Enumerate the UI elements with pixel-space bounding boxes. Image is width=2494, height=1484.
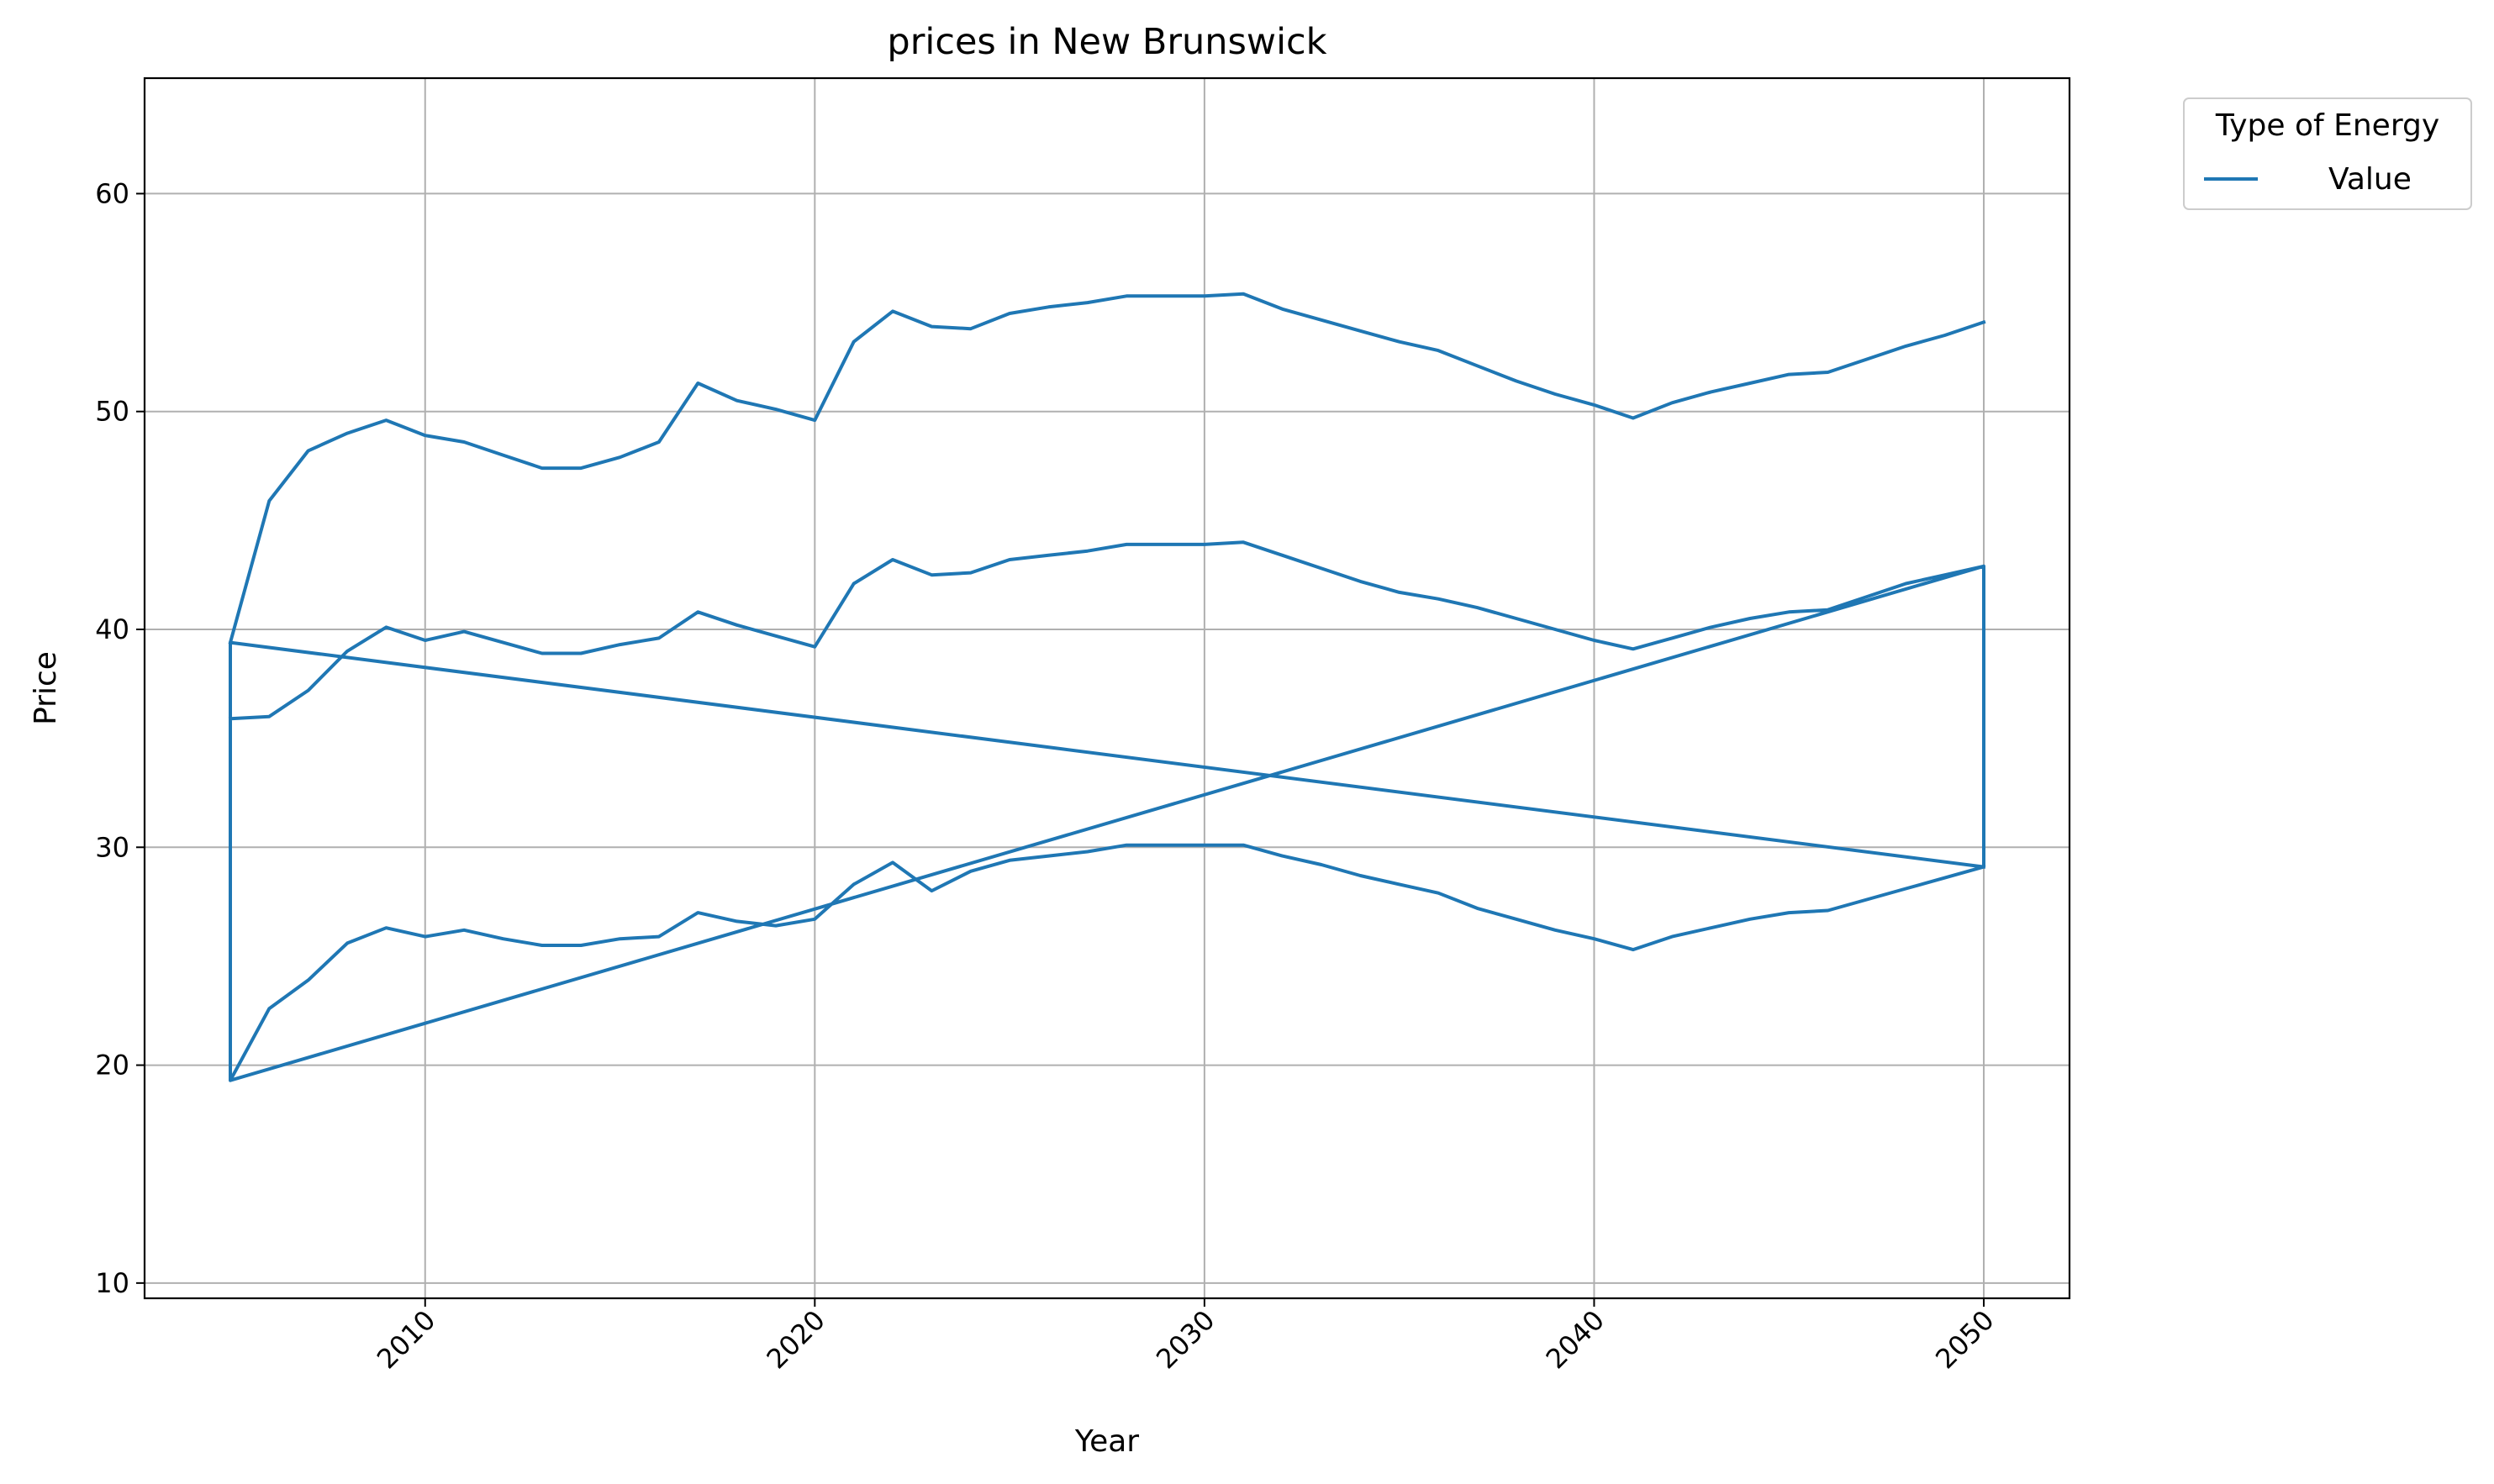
legend: Type of Energy Value — [2183, 97, 2472, 210]
chart-title: prices in New Brunswick — [887, 21, 1326, 63]
x-axis-label: Year — [1074, 1424, 1139, 1459]
y-tick-label: 60 — [95, 177, 129, 209]
y-tick-label: 30 — [95, 831, 129, 863]
y-tick-label: 40 — [95, 613, 129, 645]
legend-box — [2183, 97, 2472, 210]
y-tick-label: 50 — [95, 396, 129, 428]
y-tick-label: 10 — [95, 1267, 129, 1299]
legend-title: Type of Energy — [2215, 108, 2439, 143]
series-line-1 — [228, 292, 1986, 645]
y-axis-label: Price — [29, 651, 63, 725]
series-line-0 — [228, 540, 1986, 1082]
axes-frame — [143, 76, 2071, 1300]
series-lines — [228, 292, 1986, 1082]
y-tick-label: 20 — [95, 1050, 129, 1081]
legend-entry-value: Value — [2328, 162, 2412, 197]
y-axis-ticks: 10 20 30 40 50 60 — [95, 177, 145, 1299]
